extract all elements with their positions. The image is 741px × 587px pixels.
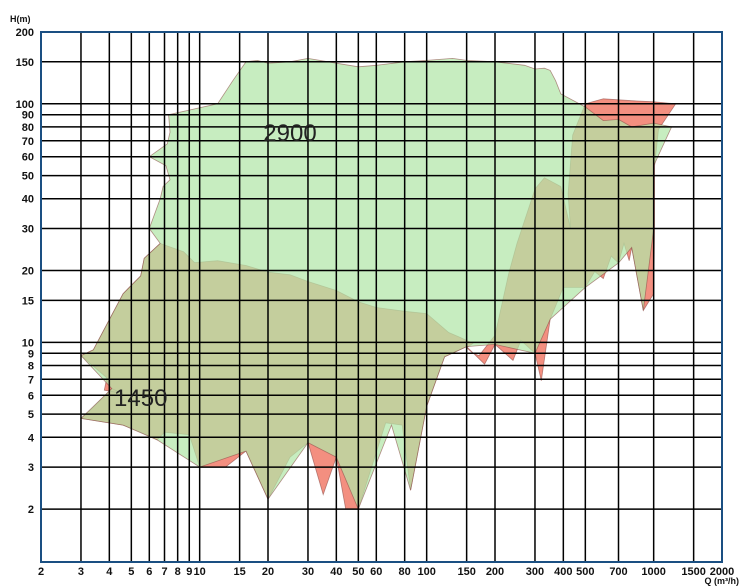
x-tick-label: 15 bbox=[234, 566, 246, 578]
x-tick-label: 30 bbox=[302, 566, 314, 578]
plot-frame bbox=[40, 31, 723, 563]
y-tick-label: 80 bbox=[22, 122, 34, 134]
y-axis-label: H(m) bbox=[10, 14, 31, 24]
region-label-2900: 2900 bbox=[263, 120, 316, 147]
x-tick-label: 500 bbox=[576, 566, 594, 578]
x-tick-label: 2000 bbox=[710, 566, 734, 578]
x-tick-labels: 2 3 4 5 6 7 8 9 10 15 20 30 40 50 60 80 100 150 200 300 400 5… bbox=[38, 566, 734, 578]
y-tick-label: 2 bbox=[28, 504, 34, 516]
operating-regions bbox=[80, 57, 677, 511]
x-tick-label: 150 bbox=[457, 566, 475, 578]
x-tick-label: 300 bbox=[526, 566, 544, 578]
y-tick-label: 100 bbox=[16, 99, 34, 111]
x-tick-label: 80 bbox=[399, 566, 411, 578]
y-tick-label: 4 bbox=[28, 432, 35, 444]
y-tick-label: 200 bbox=[16, 27, 34, 39]
y-tick-label: 15 bbox=[22, 295, 34, 307]
x-tick-label: 200 bbox=[486, 566, 504, 578]
x-tick-label: 3 bbox=[78, 566, 84, 578]
x-tick-label: 7 bbox=[161, 566, 167, 578]
x-tick-label: 60 bbox=[370, 566, 382, 578]
y-tick-label: 5 bbox=[28, 409, 34, 421]
x-tick-label: 700 bbox=[609, 566, 627, 578]
x-tick-label: 4 bbox=[106, 566, 113, 578]
x-axis-label: Q (m³/h) bbox=[705, 576, 740, 586]
x-tick-label: 10 bbox=[194, 566, 206, 578]
x-tick-label: 2 bbox=[38, 566, 44, 578]
y-tick-label: 6 bbox=[28, 390, 34, 402]
y-tick-label: 50 bbox=[22, 171, 34, 183]
y-tick-label: 40 bbox=[22, 194, 34, 206]
region-labels: 1450 2900 bbox=[114, 120, 317, 412]
y-tick-label: 60 bbox=[22, 152, 34, 164]
y-tick-label: 7 bbox=[28, 374, 34, 386]
x-tick-label: 6 bbox=[146, 566, 152, 578]
y-tick-label: 30 bbox=[22, 224, 34, 236]
y-tick-label: 8 bbox=[28, 360, 34, 372]
x-tick-label: 5 bbox=[128, 566, 134, 578]
x-tick-label: 1500 bbox=[681, 566, 705, 578]
x-tick-label: 9 bbox=[186, 566, 192, 578]
y-tick-label: 70 bbox=[22, 136, 34, 148]
y-tick-label: 10 bbox=[22, 337, 34, 349]
x-tick-label: 50 bbox=[352, 566, 364, 578]
y-tick-label: 9 bbox=[28, 348, 34, 360]
y-tick-label: 20 bbox=[22, 266, 34, 278]
x-tick-label: 20 bbox=[262, 566, 274, 578]
y-tick-label: 90 bbox=[22, 110, 34, 122]
x-tick-label: 8 bbox=[175, 566, 181, 578]
y-tick-label: 3 bbox=[28, 462, 34, 474]
x-tick-label: 100 bbox=[417, 566, 435, 578]
x-tick-label: 40 bbox=[330, 566, 342, 578]
x-tick-label: 1000 bbox=[641, 566, 665, 578]
region-label-1450: 1450 bbox=[114, 385, 167, 412]
y-tick-label: 150 bbox=[16, 57, 34, 69]
x-tick-label: 400 bbox=[554, 566, 572, 578]
